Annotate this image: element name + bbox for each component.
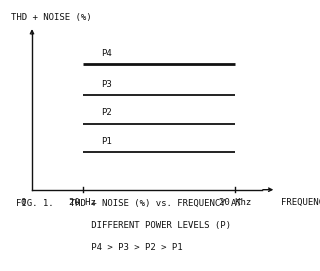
Text: 20 Khz: 20 Khz: [219, 198, 251, 207]
Text: 20 Hz: 20 Hz: [69, 198, 96, 207]
Text: DIFFERENT POWER LEVELS (P): DIFFERENT POWER LEVELS (P): [16, 221, 231, 230]
Text: P4: P4: [101, 49, 112, 58]
Text: FREQUENCY (Hz): FREQUENCY (Hz): [281, 198, 320, 207]
Text: THD + NOISE (%): THD + NOISE (%): [11, 12, 92, 21]
Text: 0: 0: [20, 198, 26, 207]
Text: P2: P2: [101, 108, 112, 117]
Text: P3: P3: [101, 80, 112, 89]
Text: P1: P1: [101, 137, 112, 146]
Text: P4 > P3 > P2 > P1: P4 > P3 > P2 > P1: [16, 243, 183, 251]
Text: FIG. 1.   THD + NOISE (%) vs. FREQUENCY AT: FIG. 1. THD + NOISE (%) vs. FREQUENCY AT: [16, 199, 242, 208]
